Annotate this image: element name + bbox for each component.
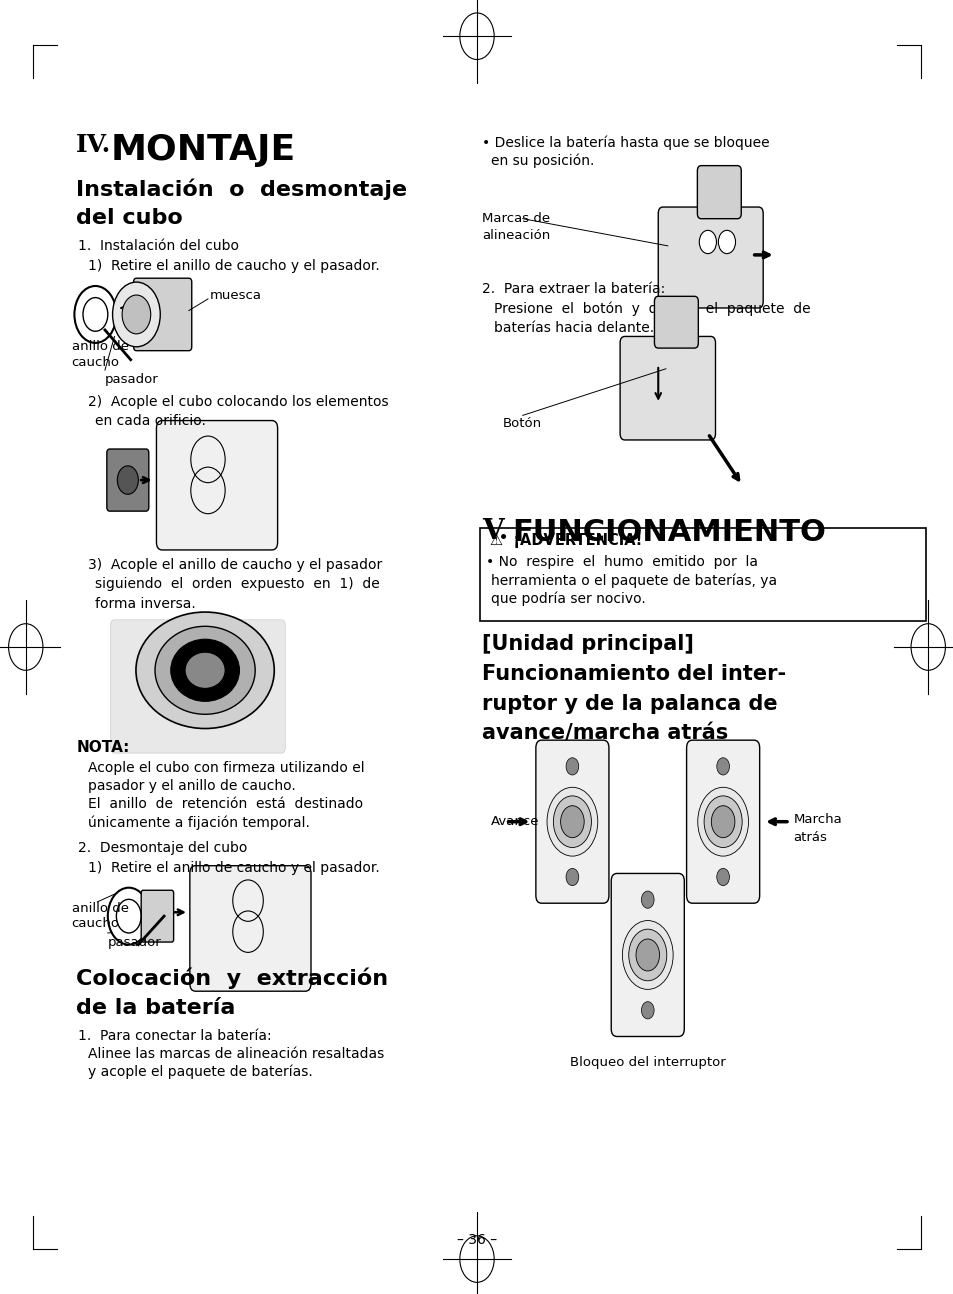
Text: herramienta o el paquete de baterías, ya: herramienta o el paquete de baterías, ya	[491, 573, 777, 587]
Text: únicamente a fijación temporal.: únicamente a fijación temporal.	[88, 815, 310, 829]
Text: [Unidad principal]: [Unidad principal]	[481, 634, 693, 653]
Circle shape	[697, 787, 748, 857]
Circle shape	[628, 929, 666, 981]
FancyBboxPatch shape	[190, 866, 311, 991]
Circle shape	[636, 939, 659, 970]
Text: 3)  Acople el anillo de caucho y el pasador: 3) Acople el anillo de caucho y el pasad…	[88, 558, 381, 572]
Text: IV.: IV.	[76, 133, 112, 158]
Circle shape	[117, 466, 138, 494]
Text: Presione  el  botón  y  deslice  el  paquete  de: Presione el botón y deslice el paquete d…	[494, 302, 810, 316]
FancyBboxPatch shape	[611, 873, 683, 1036]
Circle shape	[122, 295, 151, 334]
Circle shape	[565, 758, 578, 775]
FancyBboxPatch shape	[697, 166, 740, 219]
FancyBboxPatch shape	[141, 890, 173, 942]
Circle shape	[546, 787, 598, 857]
FancyBboxPatch shape	[133, 278, 192, 351]
Text: pasador y el anillo de caucho.: pasador y el anillo de caucho.	[88, 779, 295, 793]
Text: 1.  Para conectar la batería:: 1. Para conectar la batería:	[78, 1029, 272, 1043]
Text: 1)  Retire el anillo de caucho y el pasador.: 1) Retire el anillo de caucho y el pasad…	[88, 861, 379, 875]
Text: atrás: atrás	[793, 831, 827, 844]
Text: muesca: muesca	[210, 289, 262, 302]
Text: anillo de: anillo de	[71, 902, 129, 915]
FancyBboxPatch shape	[654, 296, 698, 348]
Text: FUNCIONAMIENTO: FUNCIONAMIENTO	[512, 518, 825, 546]
Text: pasador: pasador	[105, 373, 158, 386]
Text: V.: V.	[481, 518, 508, 545]
Text: Instalación  o  desmontaje: Instalación o desmontaje	[76, 179, 407, 201]
Text: Botón: Botón	[502, 417, 541, 430]
Circle shape	[74, 286, 116, 343]
Text: de la batería: de la batería	[76, 998, 235, 1017]
Text: El  anillo  de  retención  está  destinado: El anillo de retención está destinado	[88, 797, 362, 811]
Text: ruptor y de la palanca de: ruptor y de la palanca de	[481, 694, 777, 713]
Text: Funcionamiento del inter-: Funcionamiento del inter-	[481, 664, 785, 683]
Circle shape	[699, 230, 716, 254]
Text: • Deslice la batería hasta que se bloquee: • Deslice la batería hasta que se bloque…	[481, 136, 768, 150]
FancyBboxPatch shape	[111, 620, 285, 753]
Text: – 36 –: – 36 –	[456, 1233, 497, 1247]
Text: Colocación  y  extracción: Colocación y extracción	[76, 968, 388, 990]
Ellipse shape	[135, 612, 274, 729]
Text: baterías hacia delante.: baterías hacia delante.	[494, 321, 654, 335]
Circle shape	[621, 920, 673, 990]
Text: en su posición.: en su posición.	[491, 154, 594, 168]
Circle shape	[565, 868, 578, 885]
Circle shape	[640, 892, 654, 908]
Text: Acople el cubo con firmeza utilizando el: Acople el cubo con firmeza utilizando el	[88, 761, 364, 775]
Ellipse shape	[154, 626, 255, 714]
Text: ⚠  ¡ADVERTENCIA!: ⚠ ¡ADVERTENCIA!	[490, 533, 642, 549]
FancyBboxPatch shape	[619, 336, 715, 440]
Text: 1.  Instalación del cubo: 1. Instalación del cubo	[78, 239, 239, 254]
Text: 2.  Desmontaje del cubo: 2. Desmontaje del cubo	[78, 841, 248, 855]
Circle shape	[711, 806, 734, 837]
Circle shape	[560, 806, 583, 837]
Circle shape	[718, 230, 735, 254]
Text: anillo de: anillo de	[71, 340, 129, 353]
Circle shape	[716, 868, 729, 885]
Text: • No  respire  el  humo  emitido  por  la: • No respire el humo emitido por la	[485, 555, 757, 569]
Text: Avance: Avance	[491, 815, 539, 828]
Text: 1)  Retire el anillo de caucho y el pasador.: 1) Retire el anillo de caucho y el pasad…	[88, 259, 379, 273]
Text: y acople el paquete de baterías.: y acople el paquete de baterías.	[88, 1065, 313, 1079]
Text: en cada orificio.: en cada orificio.	[95, 414, 206, 428]
Text: que podría ser nocivo.: que podría ser nocivo.	[491, 591, 645, 606]
Circle shape	[716, 758, 729, 775]
FancyBboxPatch shape	[107, 449, 149, 511]
FancyBboxPatch shape	[658, 207, 762, 308]
Text: caucho: caucho	[71, 356, 119, 369]
Circle shape	[640, 1002, 654, 1018]
FancyBboxPatch shape	[536, 740, 608, 903]
Text: caucho: caucho	[71, 917, 119, 930]
Text: avance/marcha atrás: avance/marcha atrás	[481, 723, 727, 743]
Circle shape	[108, 888, 150, 945]
Text: Marcas de: Marcas de	[481, 212, 549, 225]
Text: Bloqueo del interruptor: Bloqueo del interruptor	[569, 1056, 725, 1069]
Circle shape	[553, 796, 591, 848]
Text: 2.  Para extraer la batería:: 2. Para extraer la batería:	[481, 282, 664, 296]
Text: pasador: pasador	[108, 936, 161, 949]
Ellipse shape	[185, 652, 225, 688]
Text: Alinee las marcas de alineación resaltadas: Alinee las marcas de alineación resaltad…	[88, 1047, 384, 1061]
Text: siguiendo  el  orden  expuesto  en  1)  de: siguiendo el orden expuesto en 1) de	[95, 577, 379, 591]
Text: NOTA:: NOTA:	[76, 740, 130, 756]
FancyBboxPatch shape	[156, 421, 277, 550]
Text: alineación: alineación	[481, 229, 550, 242]
Circle shape	[703, 796, 741, 848]
Text: Marcha: Marcha	[793, 813, 841, 826]
Text: 2)  Acople el cubo colocando los elementos: 2) Acople el cubo colocando los elemento…	[88, 395, 388, 409]
Ellipse shape	[171, 639, 239, 701]
Text: del cubo: del cubo	[76, 208, 183, 228]
Text: forma inversa.: forma inversa.	[95, 597, 196, 611]
Text: MONTAJE: MONTAJE	[111, 133, 295, 167]
FancyBboxPatch shape	[686, 740, 759, 903]
Circle shape	[112, 282, 160, 347]
